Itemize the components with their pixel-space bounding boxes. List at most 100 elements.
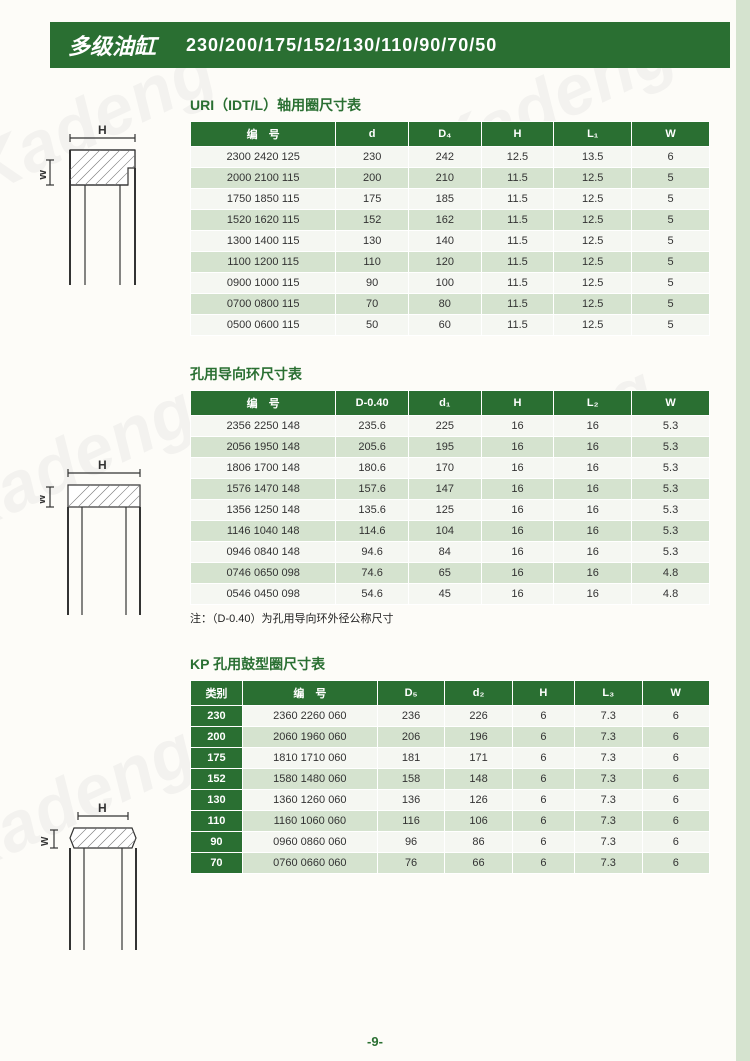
table-cell: 2056 1950 148 bbox=[191, 437, 336, 458]
table-cell: 205.6 bbox=[336, 437, 409, 458]
col-header: d bbox=[336, 122, 409, 147]
table-cell: 70 bbox=[336, 294, 409, 315]
table-cell: 195 bbox=[408, 437, 481, 458]
table1-wrap: URI（IDT/L）轴用圈尺寸表 编 号dD₄HL₁W2300 2420 125… bbox=[190, 95, 710, 336]
table-cell: 16 bbox=[481, 500, 554, 521]
table-row: 900960 0860 060968667.36 bbox=[191, 832, 710, 853]
col-header: d₁ bbox=[408, 391, 481, 416]
table-row: 1576 1470 148157.614716165.3 bbox=[191, 479, 710, 500]
table-cell: 16 bbox=[481, 437, 554, 458]
table-cell: 6 bbox=[512, 727, 574, 748]
table-cell: 6 bbox=[642, 832, 710, 853]
col-header: 编 号 bbox=[191, 122, 336, 147]
table-cell: 175 bbox=[191, 748, 243, 769]
table-cell: 7.3 bbox=[575, 769, 642, 790]
table-cell: 16 bbox=[554, 458, 632, 479]
table1: 编 号dD₄HL₁W2300 2420 12523024212.513.5620… bbox=[190, 121, 710, 336]
table-cell: 135.6 bbox=[336, 500, 409, 521]
table-cell: 126 bbox=[445, 790, 512, 811]
table3-title: KP 孔用鼓型圈尺寸表 bbox=[190, 654, 710, 674]
col-header: H bbox=[481, 122, 554, 147]
table-cell: 2060 1960 060 bbox=[242, 727, 377, 748]
table-cell: 5.3 bbox=[632, 521, 710, 542]
table-row: 1100 1200 11511012011.512.55 bbox=[191, 252, 710, 273]
table-cell: 11.5 bbox=[481, 231, 554, 252]
table-cell: 5 bbox=[632, 294, 710, 315]
table-cell: 170 bbox=[408, 458, 481, 479]
diagram-kp: H W bbox=[40, 800, 170, 965]
table-cell: 6 bbox=[642, 727, 710, 748]
table-cell: 50 bbox=[336, 315, 409, 336]
svg-text:W: W bbox=[40, 494, 48, 504]
table-cell: 60 bbox=[408, 315, 481, 336]
col-header: d₂ bbox=[445, 681, 512, 706]
table-cell: 6 bbox=[512, 769, 574, 790]
table-row: 2002060 1960 06020619667.36 bbox=[191, 727, 710, 748]
table2-title: 孔用导向环尺寸表 bbox=[190, 364, 710, 384]
table-cell: 226 bbox=[445, 706, 512, 727]
table-cell: 90 bbox=[191, 832, 243, 853]
col-header: D₅ bbox=[377, 681, 444, 706]
table-cell: 11.5 bbox=[481, 294, 554, 315]
table-cell: 2360 2260 060 bbox=[242, 706, 377, 727]
table-cell: 136 bbox=[377, 790, 444, 811]
table-cell: 16 bbox=[481, 563, 554, 584]
col-header: W bbox=[632, 391, 710, 416]
table-cell: 11.5 bbox=[481, 189, 554, 210]
table-cell: 16 bbox=[554, 416, 632, 437]
table-cell: 0700 0800 115 bbox=[191, 294, 336, 315]
table-cell: 235.6 bbox=[336, 416, 409, 437]
table-cell: 7.3 bbox=[575, 727, 642, 748]
table1-title: URI（IDT/L）轴用圈尺寸表 bbox=[190, 95, 710, 115]
table-cell: 7.3 bbox=[575, 790, 642, 811]
table-cell: 16 bbox=[554, 542, 632, 563]
table-cell: 70 bbox=[191, 853, 243, 874]
table-cell: 16 bbox=[554, 437, 632, 458]
table-cell: 200 bbox=[336, 168, 409, 189]
col-header: D₄ bbox=[408, 122, 481, 147]
table-cell: 16 bbox=[554, 584, 632, 605]
table-cell: 5 bbox=[632, 189, 710, 210]
header-bar: 多级油缸 230/200/175/152/130/110/90/70/50 bbox=[50, 22, 730, 68]
table-cell: 148 bbox=[445, 769, 512, 790]
table-cell: 230 bbox=[191, 706, 243, 727]
table-cell: 5 bbox=[632, 231, 710, 252]
table-cell: 7.3 bbox=[575, 811, 642, 832]
table-cell: 12.5 bbox=[554, 189, 632, 210]
table-row: 1521580 1480 06015814867.36 bbox=[191, 769, 710, 790]
table-cell: 16 bbox=[481, 521, 554, 542]
col-header: D-0.40 bbox=[336, 391, 409, 416]
table-row: 1300 1400 11513014011.512.55 bbox=[191, 231, 710, 252]
table-cell: 7.3 bbox=[575, 853, 642, 874]
table-row: 0946 0840 14894.68416165.3 bbox=[191, 542, 710, 563]
table-row: 1751810 1710 06018117167.36 bbox=[191, 748, 710, 769]
col-header: L₂ bbox=[554, 391, 632, 416]
table-cell: 0946 0840 148 bbox=[191, 542, 336, 563]
table-cell: 110 bbox=[336, 252, 409, 273]
table-cell: 6 bbox=[512, 811, 574, 832]
table-cell: 6 bbox=[632, 147, 710, 168]
table-cell: 11.5 bbox=[481, 252, 554, 273]
table-cell: 6 bbox=[642, 790, 710, 811]
table-cell: 11.5 bbox=[481, 210, 554, 231]
table-cell: 0900 1000 115 bbox=[191, 273, 336, 294]
table-cell: 6 bbox=[512, 748, 574, 769]
table-cell: 130 bbox=[191, 790, 243, 811]
table-cell: 12.5 bbox=[481, 147, 554, 168]
table-cell: 0500 0600 115 bbox=[191, 315, 336, 336]
table-cell: 1750 1850 115 bbox=[191, 189, 336, 210]
col-header: W bbox=[632, 122, 710, 147]
page-number: -9- bbox=[0, 1034, 750, 1049]
table-row: 2356 2250 148235.622516165.3 bbox=[191, 416, 710, 437]
table-cell: 7.3 bbox=[575, 832, 642, 853]
table-cell: 162 bbox=[408, 210, 481, 231]
table-cell: 180.6 bbox=[336, 458, 409, 479]
col-header: 编 号 bbox=[191, 391, 336, 416]
table-row: 0900 1000 1159010011.512.55 bbox=[191, 273, 710, 294]
table-cell: 6 bbox=[642, 811, 710, 832]
table-cell: 158 bbox=[377, 769, 444, 790]
diagram-uri: H W bbox=[40, 120, 170, 295]
col-header: W bbox=[642, 681, 710, 706]
table-cell: 16 bbox=[554, 521, 632, 542]
table-cell: 104 bbox=[408, 521, 481, 542]
